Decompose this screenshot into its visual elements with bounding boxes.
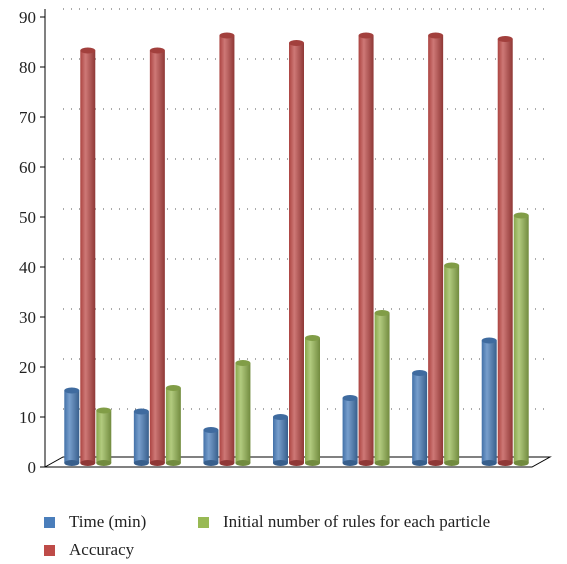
- legend-swatch-accuracy: [44, 544, 55, 556]
- y-tick-label: 30: [19, 308, 36, 327]
- bar-rules: [374, 313, 390, 463]
- bar-base: [96, 460, 112, 466]
- bar-rules: [235, 363, 251, 463]
- bar-base: [481, 460, 497, 466]
- bar-base: [165, 460, 181, 466]
- bar-time: [481, 340, 497, 463]
- bar-top: [203, 427, 219, 433]
- bar-top: [273, 414, 288, 420]
- bar-base: [412, 460, 428, 466]
- bar-base: [203, 460, 219, 466]
- legend-label-rules: Initial number of rules for each particl…: [223, 512, 491, 531]
- legend-swatch-time: [44, 516, 55, 528]
- bar-top: [374, 310, 390, 316]
- bar-time: [342, 398, 358, 463]
- bar-top: [412, 370, 428, 376]
- bar-base: [219, 460, 235, 466]
- bar-top: [358, 32, 374, 39]
- y-tick-label: 50: [19, 208, 36, 227]
- bar-top: [305, 335, 320, 341]
- bar-top: [133, 408, 149, 415]
- y-tick-label: 90: [19, 8, 36, 27]
- bar-top: [513, 212, 529, 219]
- bar-top: [80, 47, 96, 54]
- legend-label-time: Time (min): [69, 512, 147, 531]
- y-tick-label: 40: [19, 258, 36, 277]
- bar-base: [358, 460, 374, 466]
- bar-chart: 0 10 20 30 40 50 60 70 80 90: [19, 8, 552, 477]
- bar-top: [444, 262, 460, 269]
- legend-label-accuracy: Accuracy: [69, 540, 135, 559]
- y-tick-label: 70: [19, 108, 36, 127]
- bar-accuracy: [358, 35, 374, 463]
- bar-top: [96, 407, 112, 414]
- y-tick-label: 80: [19, 58, 36, 77]
- bar-base: [444, 460, 460, 466]
- bar-base: [64, 460, 80, 466]
- bar-accuracy: [289, 43, 304, 463]
- bar-base: [235, 460, 251, 466]
- bar-base: [342, 460, 358, 466]
- bar-rules: [513, 215, 529, 463]
- bar-time: [273, 417, 288, 463]
- bar-base: [305, 460, 320, 466]
- y-tick-label: 60: [19, 158, 36, 177]
- bar-accuracy: [149, 50, 165, 463]
- bar-base: [497, 460, 513, 466]
- bar-base: [513, 460, 529, 466]
- bar-base: [374, 460, 390, 466]
- bar-top: [149, 47, 165, 54]
- bar-top: [289, 40, 304, 46]
- bar-accuracy: [497, 39, 513, 463]
- legend: Time (min) Initial number of rules for e…: [44, 512, 564, 562]
- bar-rules: [444, 265, 460, 463]
- legend-swatch-rules: [198, 516, 209, 528]
- bar-base: [80, 460, 96, 466]
- y-tick-label: 20: [19, 358, 36, 377]
- bar-top: [235, 360, 251, 366]
- bar-top: [481, 337, 497, 344]
- bar-accuracy: [428, 35, 444, 463]
- bar-rules: [305, 338, 320, 463]
- bar-accuracy: [80, 50, 96, 463]
- legend-item-time: Time (min): [44, 512, 146, 532]
- bar-base: [133, 460, 149, 466]
- legend-item-accuracy: Accuracy: [44, 540, 134, 560]
- bar-base: [428, 460, 444, 466]
- bar-rules: [165, 388, 181, 463]
- bar-time: [64, 390, 80, 463]
- bar-base: [289, 460, 304, 466]
- bar-top: [342, 395, 358, 401]
- bar-time: [412, 373, 428, 463]
- bar-base: [149, 460, 165, 466]
- bar-top: [428, 32, 444, 39]
- y-tick-label: 10: [19, 408, 36, 427]
- legend-item-rules: Initial number of rules for each particl…: [198, 512, 490, 532]
- bar-accuracy: [219, 35, 235, 463]
- bar-base: [273, 460, 288, 466]
- bar-top: [165, 385, 181, 391]
- bar-time: [203, 430, 219, 463]
- bar-top: [497, 36, 513, 42]
- bar-top: [64, 387, 80, 394]
- bar-top: [219, 32, 235, 39]
- y-tick-label: 0: [28, 458, 37, 477]
- bar-rules: [96, 410, 112, 463]
- bar-time: [133, 411, 149, 463]
